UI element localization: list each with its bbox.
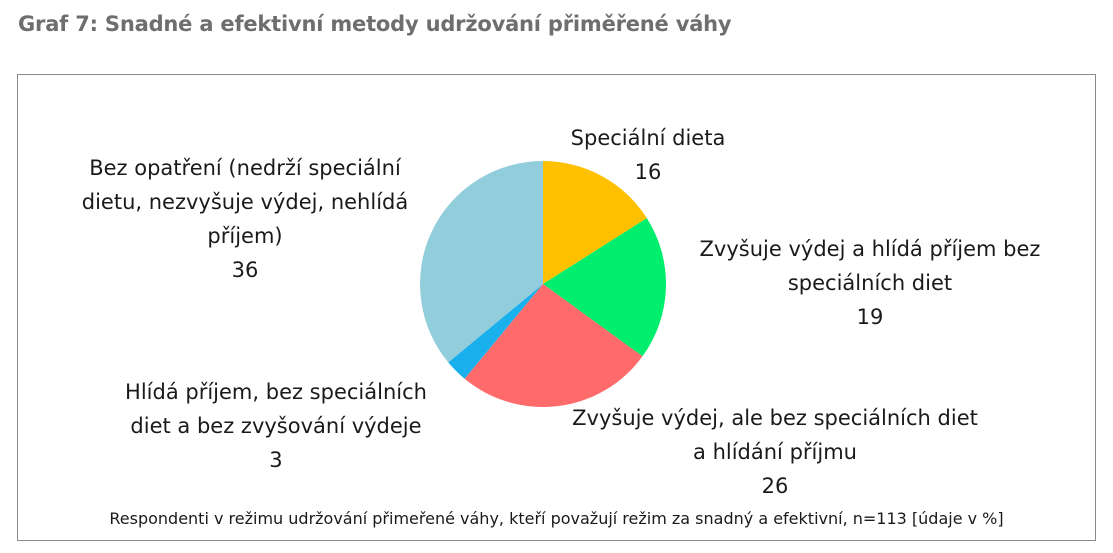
pie-slice <box>448 284 543 379</box>
pie-slice <box>543 218 667 357</box>
slice-label: Speciální dieta 16 <box>571 121 726 189</box>
slice-value-label: 36 <box>231 258 259 282</box>
slice-value-label: 26 <box>761 474 789 498</box>
slice-label-text: diet a bez zvyšování výdeje <box>130 414 422 438</box>
slice-label-text: Zvyšuje výdej a hlídá příjem bez <box>699 237 1041 261</box>
pie-chart <box>420 161 667 407</box>
pie-slice <box>464 284 643 407</box>
slice-label: Bez opatření (nedrží speciální dietu, nez… <box>82 151 408 287</box>
slice-label-text: Speciální dieta <box>570 126 726 150</box>
chart-frame: Speciální dieta 16 Zvyšuje výdej a hlídá p… <box>17 74 1096 541</box>
slice-label: Hlídá příjem, bez speciálních diet a bez … <box>125 375 427 477</box>
slice-value-label: 16 <box>634 160 662 184</box>
slice-label-text: dietu, nezvyšuje výdej, nehlídá <box>81 190 409 214</box>
page-title: Graf 7: Snadné a efektivní metody udržov… <box>18 12 732 36</box>
slice-label-text: příjem) <box>207 224 283 248</box>
slice-label-text: a hlídání příjmu <box>693 440 857 464</box>
slice-label-text: speciálních diet <box>787 271 953 295</box>
pie-slice <box>420 161 543 363</box>
slice-value-label: 3 <box>269 448 283 472</box>
slice-value-label: 19 <box>856 305 884 329</box>
slice-label-text: Hlídá příjem, bez speciálních <box>125 380 427 404</box>
chart-footnote: Respondenti v režimu udržování přimeřené… <box>109 509 1004 528</box>
slice-label: Zvyšuje výdej, ale bez speciálních diet a… <box>572 401 978 503</box>
slice-label-text: Zvyšuje výdej, ale bez speciálních diet <box>572 406 978 430</box>
pie-slice <box>543 161 647 284</box>
slice-label: Zvyšuje výdej a hlídá příjem bez speciáln… <box>700 232 1041 334</box>
slice-label-text: Bez opatření (nedrží speciální <box>89 156 401 180</box>
